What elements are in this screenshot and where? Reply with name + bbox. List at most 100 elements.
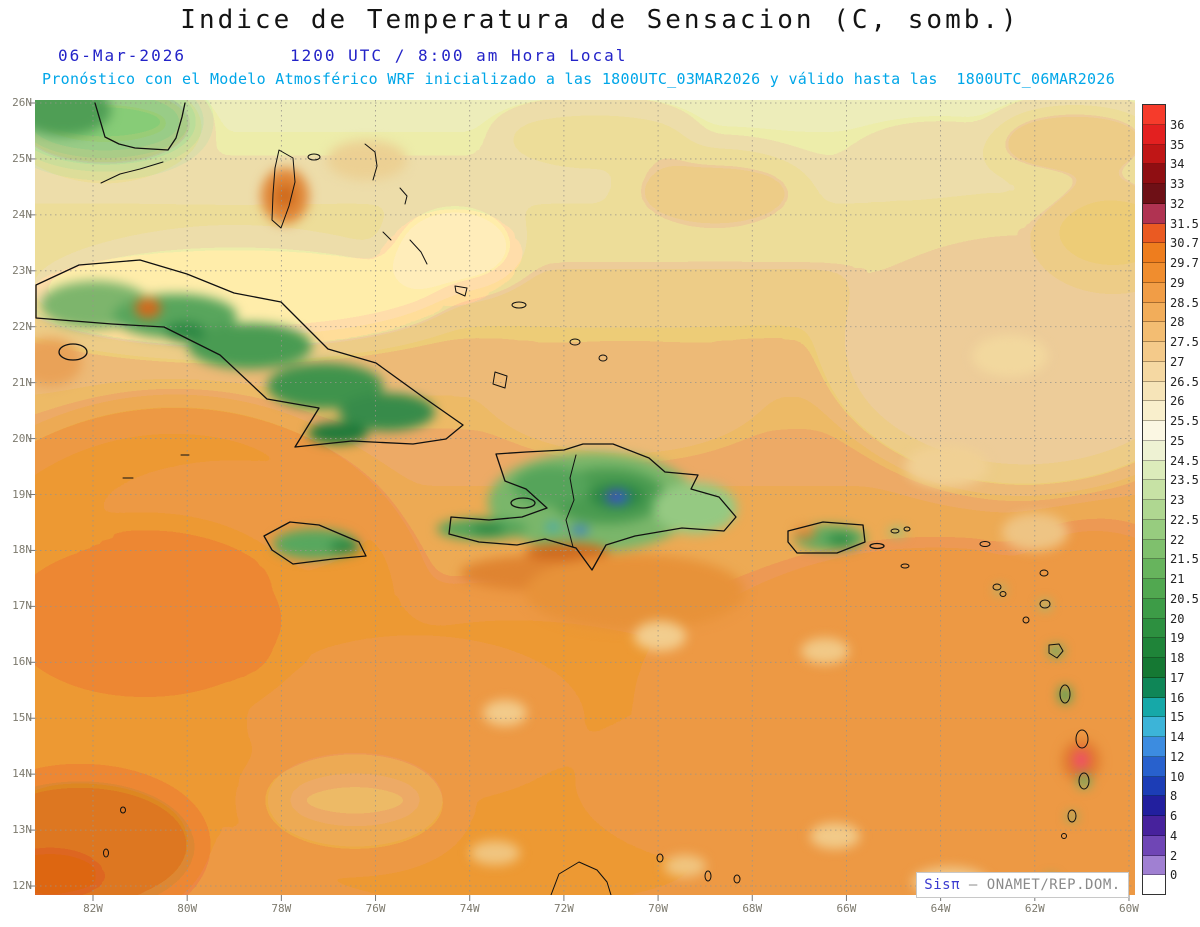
colorbar-cell: 12	[1143, 737, 1184, 764]
colorbar-cell: 30.7	[1143, 223, 1199, 250]
coast-gonave	[510, 497, 536, 509]
colorbar-label: 36	[1170, 117, 1185, 132]
coast-antigua	[1039, 599, 1051, 609]
colorbar-label: 8	[1170, 789, 1178, 804]
colorbar-cell: 21.5	[1143, 539, 1199, 566]
colorbar-cell: 6	[1143, 796, 1177, 823]
lat-label: 18N	[12, 543, 32, 557]
colorbar-cell: 29.7	[1143, 243, 1199, 270]
coast-san-andres	[103, 848, 109, 858]
colorbar-label: 19	[1170, 631, 1185, 646]
colorbar-cell: 15	[1143, 697, 1184, 724]
coast-florida	[94, 102, 186, 151]
lon-label: 80W	[177, 902, 198, 915]
coast-mayaguana	[511, 301, 527, 309]
coast-aruba	[656, 853, 664, 863]
lat-label: 22N	[12, 319, 32, 333]
lat-label: 15N	[12, 711, 32, 725]
temperature-colorbar: 36 35 34 33 32 31.5 30.7 29.7 29 28.5 28 27.5 27 26.5…	[1142, 104, 1199, 895]
coast-st-lucia	[1078, 772, 1090, 790]
colorbar-cell: 36	[1143, 105, 1184, 132]
attribution-brand: Sisπ	[924, 877, 960, 893]
colorbar-cell: 28	[1143, 302, 1184, 329]
colorbar-label: 29	[1170, 275, 1185, 290]
border-haiti-dr	[565, 454, 577, 548]
lon-label: 68W	[742, 902, 763, 915]
colorbar-label: 28.5	[1170, 295, 1199, 310]
coast-st-thomas	[890, 528, 900, 534]
colorbar-cell: 25.5	[1143, 401, 1199, 428]
colorbar-label: 32	[1170, 196, 1185, 211]
forecast-date: 06-Mar-2026	[58, 46, 186, 65]
colorbar-cell: 18	[1143, 638, 1184, 665]
colorbar-label: 21.5	[1170, 552, 1199, 567]
colorbar-label: 18	[1170, 651, 1185, 665]
colorbar-label: 34	[1170, 157, 1185, 172]
colorbar-label: 17	[1170, 670, 1185, 685]
colorbar-label: 20.5	[1170, 591, 1199, 606]
colorbar-label: 33	[1170, 177, 1185, 191]
coast-puerto-rico	[787, 521, 866, 554]
lat-label: 12N	[12, 879, 32, 893]
lon-label: 82W	[83, 902, 103, 915]
colorbar-label: 16	[1170, 690, 1185, 705]
lat-label: 24N	[12, 207, 32, 221]
lat-label: 20N	[12, 431, 32, 445]
lon-label: 60W	[1119, 902, 1139, 915]
weather-map-canvas	[29, 100, 1135, 901]
lat-label: 26N	[12, 96, 32, 109]
coast-jamaica	[263, 521, 367, 565]
colorbar-label: 26.5	[1170, 374, 1199, 389]
colorbar-cell: 21	[1143, 559, 1184, 586]
colorbar-cell: 22.5	[1143, 500, 1199, 527]
colorbar-cell: 28.5	[1143, 282, 1199, 310]
colorbar-label: 31.5	[1170, 216, 1199, 231]
lat-label: 23N	[12, 263, 32, 277]
colorbar-label: 30.7	[1170, 236, 1199, 251]
lat-label: 14N	[12, 767, 32, 781]
colorbar-label: 27	[1170, 354, 1185, 369]
coast-cuba	[35, 259, 464, 448]
colorbar-cell: 22	[1143, 519, 1184, 547]
coast-caicos	[598, 354, 608, 362]
attribution-org: – ONAMET/REP.DOM.	[960, 877, 1121, 893]
coast-martinique	[1075, 729, 1089, 749]
coast-florida-keys	[100, 161, 164, 184]
colorbar-cell: 16	[1143, 677, 1184, 705]
lat-label: 13N	[12, 823, 32, 837]
temperature-field-base	[35, 100, 1135, 895]
coast-vieques	[869, 542, 885, 550]
coast-providencia	[120, 806, 126, 814]
colorbar-label: 12	[1170, 749, 1185, 764]
coast-andros	[271, 149, 296, 229]
colorbar-cell: 31.5	[1143, 203, 1199, 231]
lon-label: 78W	[271, 902, 292, 915]
lon-label: 62W	[1024, 902, 1045, 915]
coast-bonaire	[733, 874, 741, 884]
colorbar-cell: 24.5	[1143, 440, 1199, 468]
colorbar-label: 6	[1170, 809, 1178, 823]
coast-grenadines	[1061, 833, 1067, 839]
forecast-time: 1200 UTC / 8:00 am Hora Local	[290, 46, 628, 65]
lon-label: 64W	[930, 902, 951, 915]
colorbar-label: 27.5	[1170, 335, 1199, 349]
colorbar-cell: 27.5	[1143, 322, 1199, 349]
colorbar-cell: 0	[1143, 855, 1177, 882]
coast-new-providence	[307, 153, 321, 161]
colorbar-cell: 33	[1143, 164, 1184, 191]
colorbar-cell: 34	[1143, 144, 1184, 171]
colorbar-cell: 20	[1143, 598, 1184, 626]
colorbar-label: 10	[1170, 769, 1185, 784]
colorbar-label: 14	[1170, 730, 1185, 744]
lat-label: 19N	[12, 487, 32, 501]
colorbar-cell: 20.5	[1143, 579, 1199, 606]
colorbar-label: 2	[1170, 848, 1178, 863]
colorbar-label: 15	[1170, 710, 1185, 725]
colorbar-cell: 4	[1143, 816, 1177, 843]
lon-label: 76W	[365, 902, 386, 915]
colorbar-label: 21	[1170, 572, 1185, 586]
coast-tortola	[903, 526, 911, 532]
coast-st-kitts	[992, 583, 1002, 591]
coast-nevis	[999, 591, 1007, 597]
